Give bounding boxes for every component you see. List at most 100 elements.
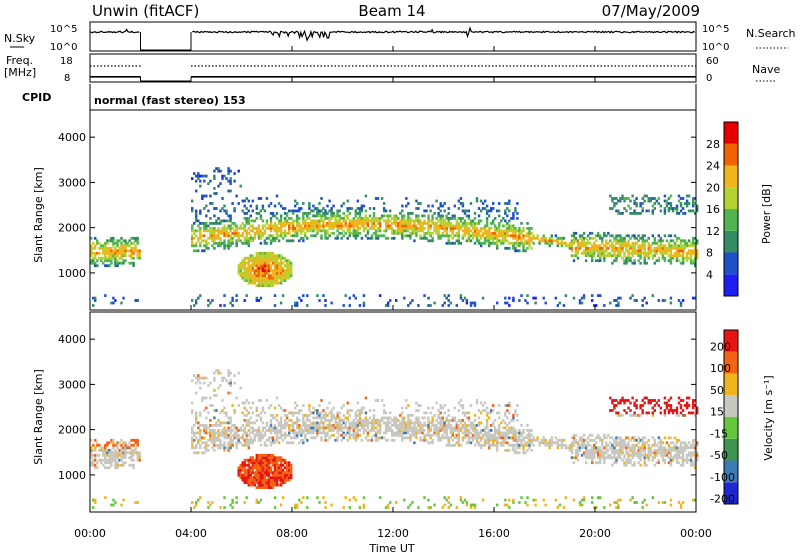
range-cell <box>455 441 459 445</box>
range-cell <box>288 419 291 422</box>
range-cell <box>479 443 483 447</box>
range-cell <box>550 443 554 447</box>
range-cell <box>298 209 301 213</box>
range-cell <box>417 214 420 218</box>
range-cell <box>207 443 210 447</box>
range-cell <box>459 426 463 430</box>
range-cell <box>271 438 275 442</box>
range-cell <box>312 421 315 425</box>
range-cell <box>528 231 531 235</box>
range-cell <box>261 281 265 285</box>
range-cell <box>296 419 299 422</box>
range-cell <box>352 424 356 427</box>
range-cell <box>661 254 665 258</box>
range-cell <box>665 251 669 255</box>
range-cell <box>661 239 665 243</box>
range-cell <box>128 446 131 450</box>
range-cell <box>263 281 267 285</box>
range-cell <box>572 441 576 445</box>
range-cell <box>207 224 210 228</box>
range-cell <box>376 419 380 422</box>
range-cell <box>288 424 291 427</box>
range-cell <box>683 239 687 243</box>
range-cell <box>316 496 319 499</box>
range-cell <box>368 227 372 230</box>
range-cell <box>477 214 481 218</box>
range-cell <box>132 236 135 240</box>
range-cell <box>122 463 125 467</box>
range-cell <box>459 217 463 220</box>
range-cell <box>437 229 440 233</box>
range-cell <box>473 231 477 235</box>
range-cell <box>530 236 533 240</box>
range-cell <box>195 391 198 395</box>
range-cell <box>310 234 313 238</box>
range-cell <box>298 431 301 435</box>
range-cell <box>352 219 356 223</box>
range-cell <box>205 416 208 420</box>
range-cell <box>479 209 483 213</box>
range-cell <box>231 506 234 509</box>
range-cell <box>467 411 471 415</box>
range-cell <box>403 227 406 230</box>
range-cell <box>122 453 125 457</box>
range-cell <box>455 436 459 440</box>
range-cell <box>322 227 325 230</box>
range-cell <box>271 251 275 255</box>
range-cell <box>255 212 259 215</box>
range-cell <box>257 473 261 477</box>
range-cell <box>637 259 640 263</box>
range-cell <box>496 239 499 243</box>
range-cell <box>431 421 434 425</box>
range-cell <box>469 436 473 440</box>
range-cell <box>116 446 119 450</box>
range-cell <box>247 281 251 285</box>
range-cell <box>237 264 240 268</box>
range-cell <box>283 478 287 482</box>
range-cell <box>473 414 477 417</box>
range-cell <box>504 219 507 223</box>
range-cell <box>288 217 291 220</box>
range-cell <box>308 414 311 417</box>
range-cell <box>257 436 261 440</box>
range-cell <box>469 431 473 435</box>
range-cell <box>514 448 517 452</box>
range-cell <box>334 236 337 240</box>
range-cell <box>485 234 489 238</box>
range-cell <box>457 207 461 210</box>
range-cell <box>279 416 283 420</box>
range-cell <box>586 234 590 238</box>
range-cell <box>225 429 228 432</box>
range-cell <box>619 246 622 250</box>
range-cell <box>536 438 539 442</box>
range-cell <box>239 473 242 477</box>
range-cell <box>108 448 111 452</box>
range-cell <box>595 451 598 455</box>
range-cell <box>591 256 594 260</box>
range-cell <box>215 234 218 238</box>
range-cell <box>572 236 576 240</box>
range-cell <box>336 212 339 215</box>
range-cell <box>132 451 135 455</box>
range-cell <box>209 503 212 507</box>
range-cell <box>473 419 477 422</box>
range-cell <box>485 411 489 415</box>
range-cell <box>522 244 525 248</box>
range-cell <box>261 466 265 470</box>
range-cell <box>506 301 509 305</box>
range-cell <box>599 496 602 499</box>
range-cell <box>257 236 261 240</box>
range-cell <box>253 436 257 440</box>
range-cell <box>136 456 139 460</box>
range-cell <box>591 448 594 452</box>
range-cell <box>92 304 95 307</box>
range-cell <box>395 431 398 435</box>
range-cell <box>609 453 612 457</box>
range-cell <box>512 296 515 300</box>
range-cell <box>195 217 198 220</box>
range-cell <box>360 236 364 240</box>
range-cell <box>243 299 246 302</box>
range-cell <box>124 246 127 250</box>
range-cell <box>524 239 527 243</box>
range-cell <box>251 429 255 432</box>
